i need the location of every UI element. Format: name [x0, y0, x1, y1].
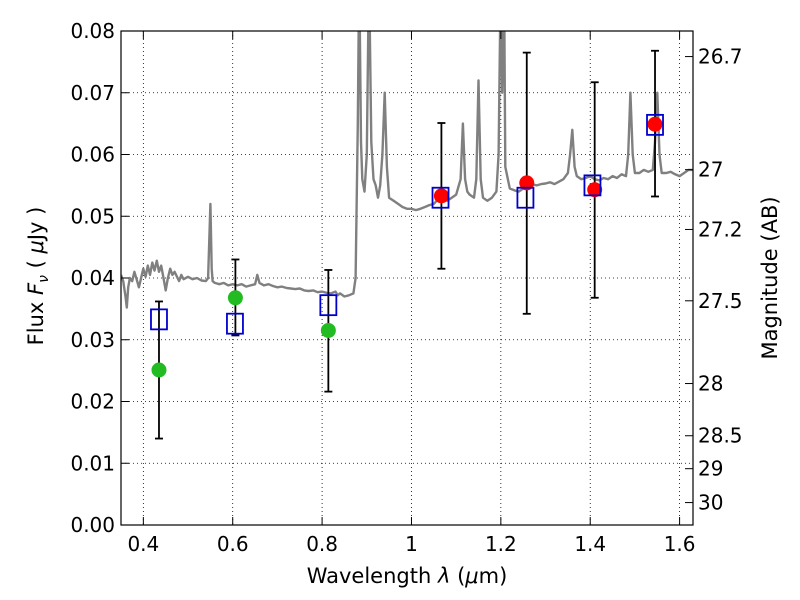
x-tick-label: 0.8 [306, 532, 338, 556]
model-flux-square [226, 312, 244, 335]
x-tick-label: 1.4 [574, 532, 606, 556]
mag-tick-label: 27.2 [698, 217, 743, 241]
model-flux-square [516, 186, 535, 209]
y-axis-ticks: 0.00 0.01 0.02 0.03 0.04 0.05 0.06 0.07 0.08 [70, 19, 129, 537]
mag-tick-label: 28 [698, 372, 723, 396]
model-flux-squares [150, 113, 664, 335]
observed-optical-point [227, 290, 243, 306]
model-flux-square [583, 174, 602, 197]
observed-nir-point [647, 116, 663, 132]
y-tick-label: 0.02 [70, 390, 115, 414]
y-tick-label: 0.01 [70, 451, 115, 475]
observed-nir-point [587, 182, 603, 198]
y-axis-label: Flux Fν ( μJy ) [24, 207, 52, 346]
y-tick-label: 0.03 [70, 328, 115, 352]
y-tick-label: 0.05 [70, 204, 115, 228]
mag-tick-label: 29 [698, 457, 723, 481]
x-axis-ticks: 0.4 0.6 0.8 1 1.2 1.4 1.6 [127, 31, 696, 556]
observed-nir-point [433, 188, 449, 204]
model-flux-square [431, 186, 450, 209]
observed-optical-point [320, 322, 336, 338]
x-tick-label: 1.6 [664, 532, 696, 556]
magnitude-axis-ticks: 26.7 27 27.2 27.5 28 28.5 29 30 [685, 45, 743, 515]
y-tick-label: 0.07 [70, 81, 115, 105]
y-tick-label: 0.00 [70, 513, 115, 537]
y-tick-label: 0.08 [70, 19, 115, 43]
x-tick-label: 1 [405, 532, 418, 556]
mag-tick-label: 28.5 [698, 424, 743, 448]
model-flux-square [319, 294, 338, 317]
x-axis-label: Wavelength λ (μm) [307, 564, 508, 588]
mag-tick-label: 30 [698, 491, 723, 515]
mag-tick-label: 27.5 [698, 289, 743, 313]
x-tick-label: 1.2 [485, 532, 517, 556]
mag-tick-label: 27 [698, 158, 723, 182]
y-tick-label: 0.06 [70, 143, 115, 167]
model-flux-square [150, 308, 168, 331]
magnitude-axis-label: Magnitude (AB) [758, 196, 782, 359]
y-tick-label: 0.04 [70, 266, 115, 290]
observed-optical-points [151, 290, 336, 378]
observed-optical-point [151, 362, 167, 378]
observed-nir-points [433, 116, 663, 204]
mag-tick-label: 26.7 [698, 45, 743, 69]
x-tick-label: 0.4 [127, 532, 159, 556]
observed-nir-point [519, 175, 535, 191]
x-tick-label: 0.6 [217, 532, 249, 556]
model-flux-square [646, 113, 664, 136]
